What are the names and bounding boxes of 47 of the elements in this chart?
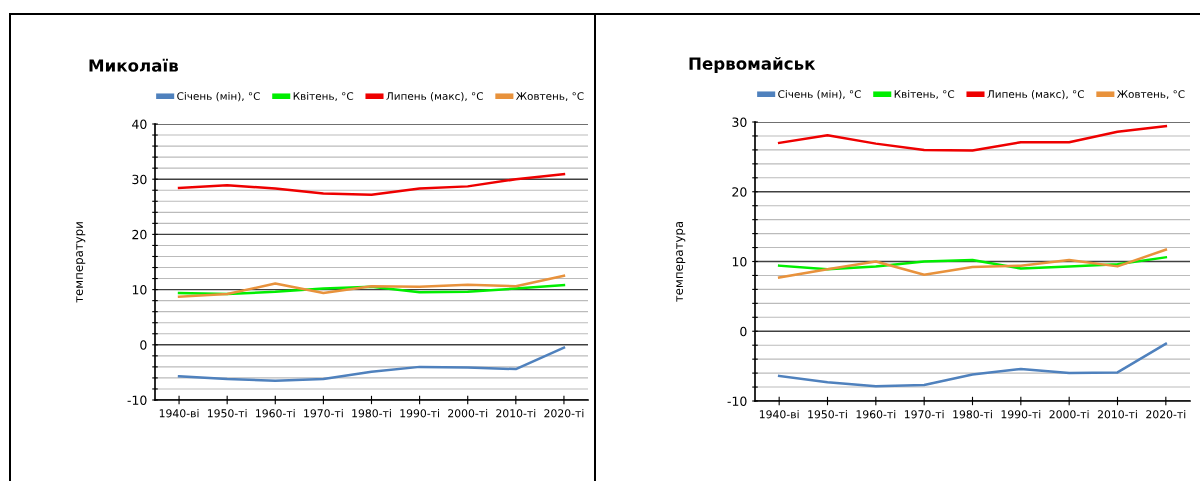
legend-label: Січень (мін), °C <box>177 91 260 102</box>
x-tick-label: 2010-ті <box>496 409 536 418</box>
legend-label: Жовтень, °C <box>1117 90 1185 100</box>
x-tick-label: 1940-ві <box>159 409 199 418</box>
line-series <box>777 342 1168 388</box>
legend-label: Квітень, °C <box>894 89 955 100</box>
y-tick-label: -10 <box>127 395 147 405</box>
x-tick-label: 2000-ті <box>1049 410 1089 419</box>
x-tick-label: 2020-ті <box>1146 410 1186 419</box>
line-series <box>177 346 566 382</box>
line-series <box>777 248 1168 279</box>
y-tick-label: 40 <box>132 119 147 129</box>
x-tick-label: 1940-ві <box>759 410 799 419</box>
x-tick-label: 1980-ті <box>953 410 992 419</box>
line-series <box>177 172 566 196</box>
x-tick-label: 1960-ті <box>856 410 896 419</box>
x-tick-label: 1960-ті <box>256 409 295 418</box>
x-tick-label: 2020-ті <box>544 409 584 418</box>
x-tick-label: 1980-ті <box>352 409 391 418</box>
legend-label: Липень (макс), °C <box>987 89 1084 100</box>
legend-label: Січень (мін), °C <box>778 89 861 100</box>
x-tick-label: 1950-ті <box>207 409 247 418</box>
legend-label: Липень (макс), °C <box>386 91 483 102</box>
x-tick-label: 2000-ті <box>448 409 488 418</box>
x-tick-label: 1990-ті <box>1001 410 1041 419</box>
legend-label: Жовтень, °C <box>516 92 584 102</box>
chart-title: Первомайськ <box>689 56 816 74</box>
x-tick-label: 2010-ті <box>1097 410 1137 419</box>
x-tick-label: 1990-ті <box>400 409 439 418</box>
y-tick-label: 10 <box>732 256 747 267</box>
line-series <box>177 274 566 299</box>
y-tick-label: 0 <box>740 326 747 337</box>
legend-label: Квітень, °C <box>293 91 354 102</box>
y-tick-label: 30 <box>132 174 147 185</box>
x-tick-label: 1970-ті <box>904 410 944 419</box>
x-tick-label: 1970-ті <box>304 409 343 418</box>
y-tick-label: -10 <box>727 396 747 406</box>
x-tick-label: 1950-ті <box>808 410 847 419</box>
y-tick-label: 10 <box>132 285 147 295</box>
line-series <box>777 124 1168 152</box>
y-axis-title: температури <box>76 222 86 303</box>
y-tick-label: 20 <box>132 229 147 240</box>
y-axis-title: температура <box>676 221 686 302</box>
chart-title: Миколаїв <box>89 58 179 72</box>
y-tick-label: 30 <box>732 117 747 127</box>
y-tick-label: 20 <box>732 187 747 197</box>
y-tick-label: 0 <box>140 340 147 350</box>
